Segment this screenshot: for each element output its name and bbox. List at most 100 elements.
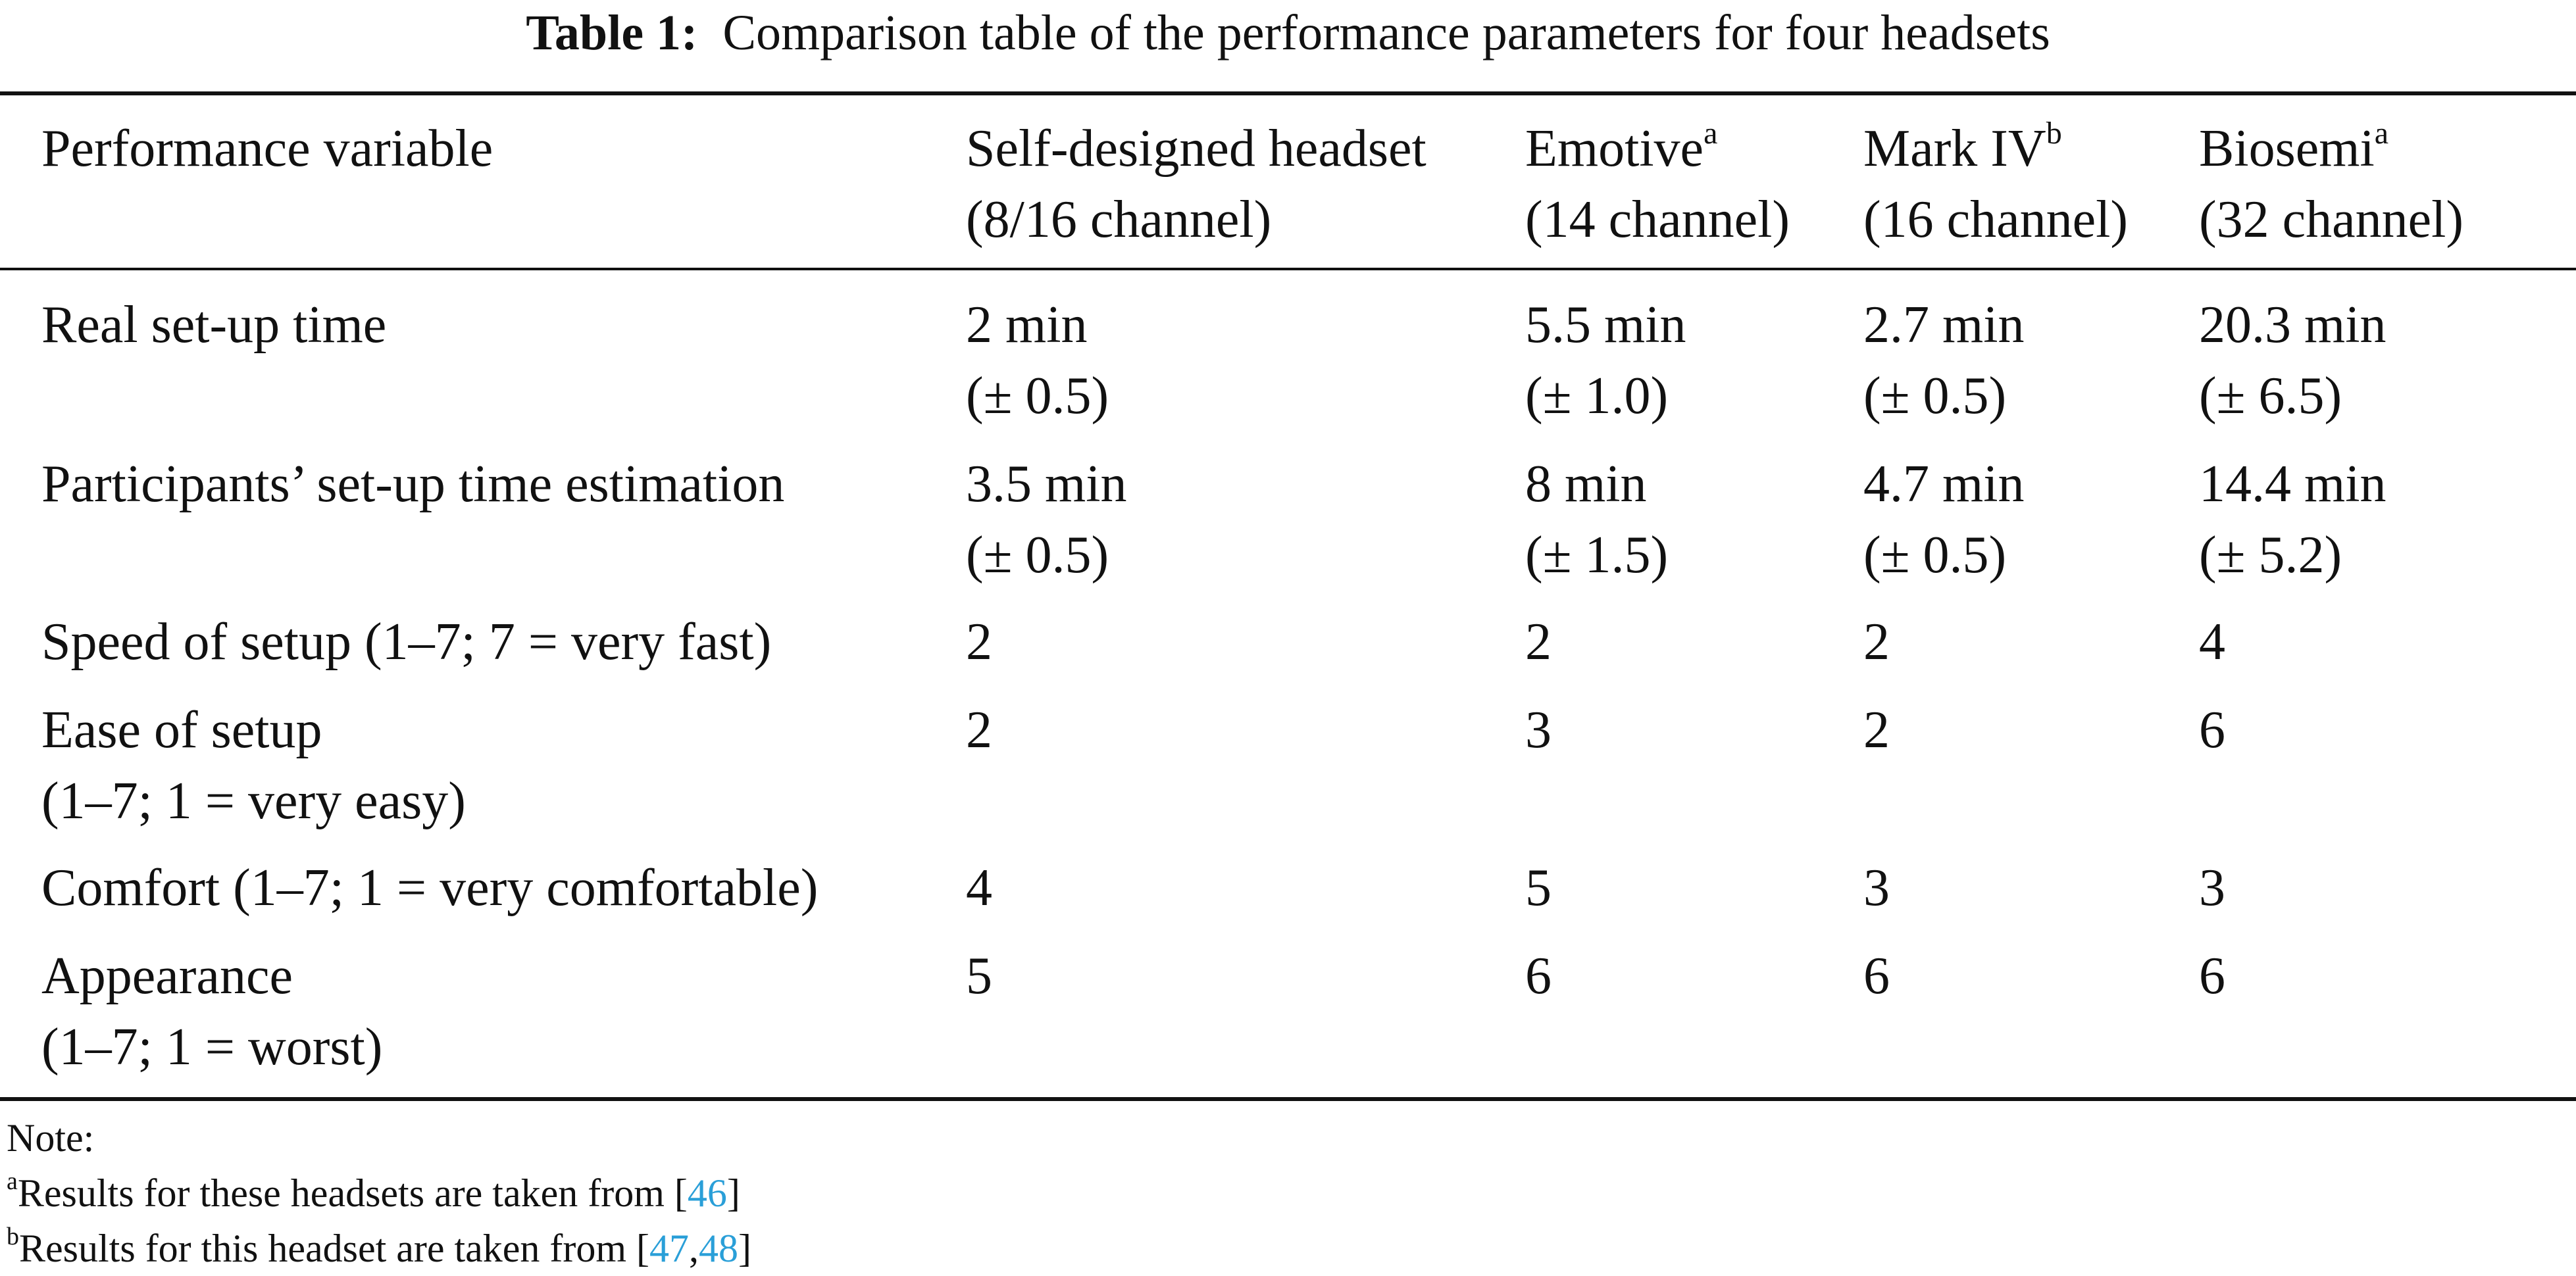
cell-value: 6 (1525, 947, 1552, 1005)
header-label: Mark IV (1863, 120, 2046, 178)
table-header-rule (0, 268, 2576, 270)
citation-separator: , (689, 1227, 699, 1270)
table-cell: 2 (966, 606, 992, 677)
cell-value: 2 (1863, 701, 1890, 759)
row-label: Comfort (1–7; 1 = very comfortable) (41, 859, 819, 917)
row-label: Real set-up time (41, 296, 387, 354)
cell-value: 2.7 min (1863, 296, 2025, 354)
cell-value: 3 (1863, 859, 1890, 917)
table-cell: 6 (2199, 695, 2225, 766)
cell-deviation: (± 0.5) (1863, 526, 2007, 584)
cell-value: 14.4 min (2199, 455, 2387, 513)
header-sublabel: (32 channel) (2199, 191, 2464, 249)
table-cell: 2 (1863, 606, 1890, 677)
cell-value: 20.3 min (2199, 296, 2387, 354)
table-cell: 2.7 min (± 0.5) (1863, 289, 2024, 431)
table-cell: 3.5 min (± 0.5) (966, 449, 1126, 591)
cell-value: 5.5 min (1525, 296, 1686, 354)
cell-value: 2 min (966, 296, 1088, 354)
row-label-sub: (1–7; 1 = very easy) (41, 772, 466, 830)
table-cell: 3 (2199, 852, 2225, 923)
footnote-text: Results for this headset are taken from … (19, 1227, 650, 1270)
row-label: Speed of setup (1–7; 7 = very fast) (41, 613, 772, 671)
table-cell: 2 (1525, 606, 1552, 677)
table-cell: 2 min (± 0.5) (966, 289, 1109, 431)
table-cell: 4 (966, 852, 992, 923)
cell-value: 8 min (1525, 455, 1647, 513)
footnote-close: ] (726, 1171, 740, 1215)
cell-value: 3 (2199, 859, 2225, 917)
header-cell-biosemi: Biosemia (32 channel) (2199, 113, 2463, 255)
footnote-b: bResults for this headset are taken from… (7, 1221, 751, 1276)
cell-value: 2 (1525, 613, 1552, 671)
cell-deviation: (± 1.5) (1525, 526, 1669, 584)
cell-value: 2 (966, 613, 992, 671)
table-cell: 6 (1863, 941, 1890, 1012)
citation-link[interactable]: 48 (699, 1227, 739, 1270)
row-label: Appearance (41, 947, 293, 1005)
row-label-comfort: Comfort (1–7; 1 = very comfortable) (41, 852, 818, 923)
footnote-marker: b (7, 1223, 19, 1250)
table-cell: 6 (2199, 941, 2225, 1012)
cell-value: 4 (966, 859, 992, 917)
table-cell: 4 (2199, 606, 2225, 677)
cell-value: 4.7 min (1863, 455, 2025, 513)
cell-deviation: (± 0.5) (1863, 367, 2007, 425)
header-cell-mark-iv: Mark IVb (16 channel) (1863, 113, 2128, 255)
footnote-marker: b (2046, 116, 2062, 151)
table-caption: Table 1: Comparison table of the perform… (0, 0, 2576, 74)
table-cell: 5 (966, 941, 992, 1012)
cell-deviation: (± 1.0) (1525, 367, 1669, 425)
cell-deviation: (± 5.2) (2199, 526, 2342, 584)
table-cell: 6 (1525, 941, 1552, 1012)
header-sublabel: (14 channel) (1525, 191, 1790, 249)
table-top-rule (0, 91, 2576, 95)
citation-link[interactable]: 46 (687, 1171, 727, 1215)
table-cell: 4.7 min (± 0.5) (1863, 449, 2024, 591)
table-cell: 5.5 min (± 1.0) (1525, 289, 1686, 431)
cell-value: 5 (966, 947, 992, 1005)
cell-value: 2 (1863, 613, 1890, 671)
table-bottom-rule (0, 1097, 2576, 1101)
cell-value: 6 (1863, 947, 1890, 1005)
row-label: Ease of setup (41, 701, 322, 759)
citation-link[interactable]: 47 (649, 1227, 690, 1270)
row-label-setup-time-estimation: Participants’ set-up time estimation (41, 449, 784, 520)
row-label-ease-of-setup: Ease of setup (1–7; 1 = very easy) (41, 695, 466, 837)
row-label-sub: (1–7; 1 = worst) (41, 1018, 383, 1076)
table-cell: 3 (1863, 852, 1890, 923)
footnote-marker: a (1704, 116, 1718, 151)
cell-value: 4 (2199, 613, 2225, 671)
table-notes: Note: aResults for these headsets are ta… (7, 1110, 751, 1276)
table-cell: 2 (1863, 695, 1890, 766)
row-label-real-setup-time: Real set-up time (41, 289, 386, 360)
header-label: Performance variable (41, 120, 493, 178)
header-label: Emotive (1525, 120, 1704, 178)
table-caption-label: Table 1: (526, 5, 698, 61)
footnote-a: aResults for these headsets are taken fr… (7, 1166, 751, 1221)
notes-title: Note: (7, 1116, 95, 1160)
header-sublabel: (16 channel) (1863, 191, 2129, 249)
row-label-appearance: Appearance (1–7; 1 = worst) (41, 941, 382, 1083)
header-cell-self-designed: Self-designed headset (8/16 channel) (966, 113, 1427, 255)
header-sublabel: (8/16 channel) (966, 191, 1272, 249)
cell-deviation: (± 0.5) (966, 367, 1109, 425)
table-caption-text: Comparison table of the performance para… (722, 5, 2050, 61)
footnote-marker: a (7, 1167, 18, 1195)
cell-deviation: (± 6.5) (2199, 367, 2342, 425)
cell-value: 6 (2199, 947, 2225, 1005)
header-cell-emotive: Emotivea (14 channel) (1525, 113, 1790, 255)
table-cell: 5 (1525, 852, 1552, 923)
cell-deviation: (± 0.5) (966, 526, 1109, 584)
header-label: Biosemi (2199, 120, 2375, 178)
table-cell: 14.4 min (± 5.2) (2199, 449, 2386, 591)
table-cell: 8 min (± 1.5) (1525, 449, 1668, 591)
table-cell: 2 (966, 695, 992, 766)
table-cell: 20.3 min (± 6.5) (2199, 289, 2386, 431)
header-cell-performance-variable: Performance variable (41, 113, 493, 184)
cell-value: 6 (2199, 701, 2225, 759)
footnote-text: Results for these headsets are taken fro… (17, 1171, 688, 1215)
row-label-speed-of-setup: Speed of setup (1–7; 7 = very fast) (41, 606, 771, 677)
cell-value: 3.5 min (966, 455, 1127, 513)
cell-value: 3 (1525, 701, 1552, 759)
